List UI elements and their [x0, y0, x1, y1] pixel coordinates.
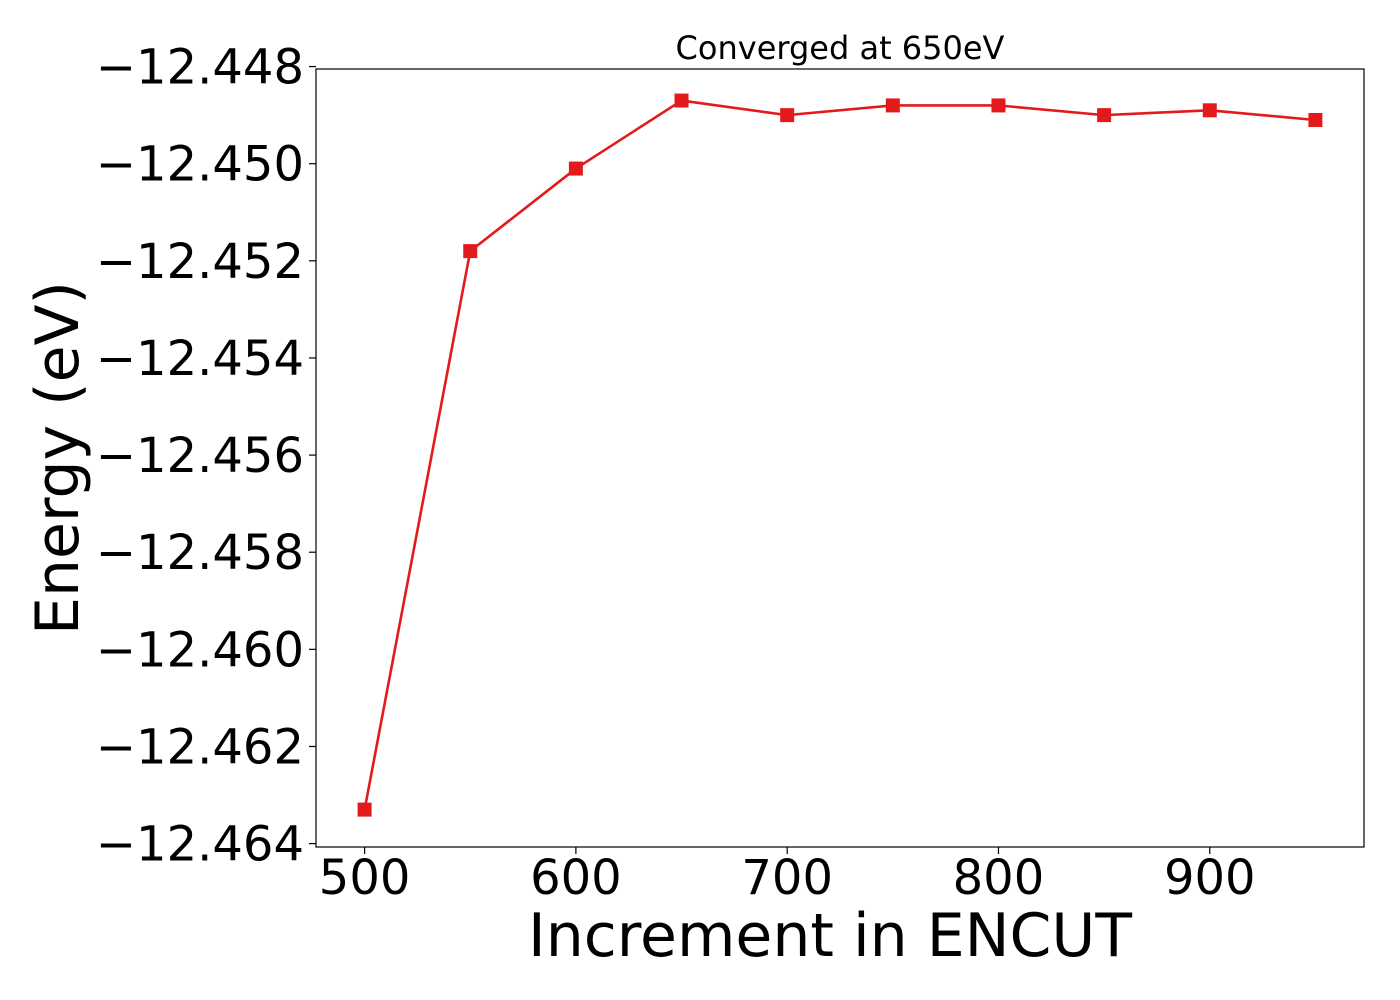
data-point — [463, 244, 478, 259]
data-point — [1202, 103, 1217, 118]
y-axis-title: Energy (eV) — [23, 281, 93, 635]
y-tick-label: −12.454 — [96, 331, 304, 387]
plot-area — [357, 93, 1323, 817]
y-tick-label: −12.448 — [96, 40, 304, 96]
y-tick-label: −12.450 — [96, 137, 304, 193]
data-point — [780, 108, 795, 123]
y-tick-label: −12.458 — [96, 525, 304, 581]
x-axis-ticks: 500 600 700 800 900 — [319, 847, 1256, 906]
x-tick-label: 900 — [1164, 850, 1256, 906]
plot-frame — [315, 68, 1365, 848]
data-point — [885, 98, 900, 113]
data-point — [568, 161, 583, 176]
y-tick-label: −12.452 — [96, 234, 304, 290]
x-tick-label: 600 — [530, 850, 622, 906]
series-line — [363, 99, 1316, 810]
data-point — [991, 98, 1006, 113]
y-tick-label: −12.456 — [96, 428, 304, 484]
y-tick-label: −12.460 — [96, 622, 304, 678]
y-axis-ticks: −12.448 −12.450 −12.452 −12.454 −12.456 −12.4… — [96, 40, 316, 873]
chart-title: Converged at 650eV — [676, 29, 1005, 67]
x-axis-title: Increment in ENCUT — [528, 901, 1132, 971]
data-point — [1308, 112, 1323, 127]
data-point — [674, 93, 689, 108]
x-tick-label: 700 — [741, 850, 833, 906]
x-tick-label: 800 — [953, 850, 1045, 906]
y-tick-label: −12.464 — [96, 817, 304, 873]
y-tick-label: −12.462 — [96, 719, 304, 775]
data-point — [357, 802, 372, 817]
data-point — [1097, 108, 1112, 123]
x-tick-label: 500 — [319, 850, 411, 906]
